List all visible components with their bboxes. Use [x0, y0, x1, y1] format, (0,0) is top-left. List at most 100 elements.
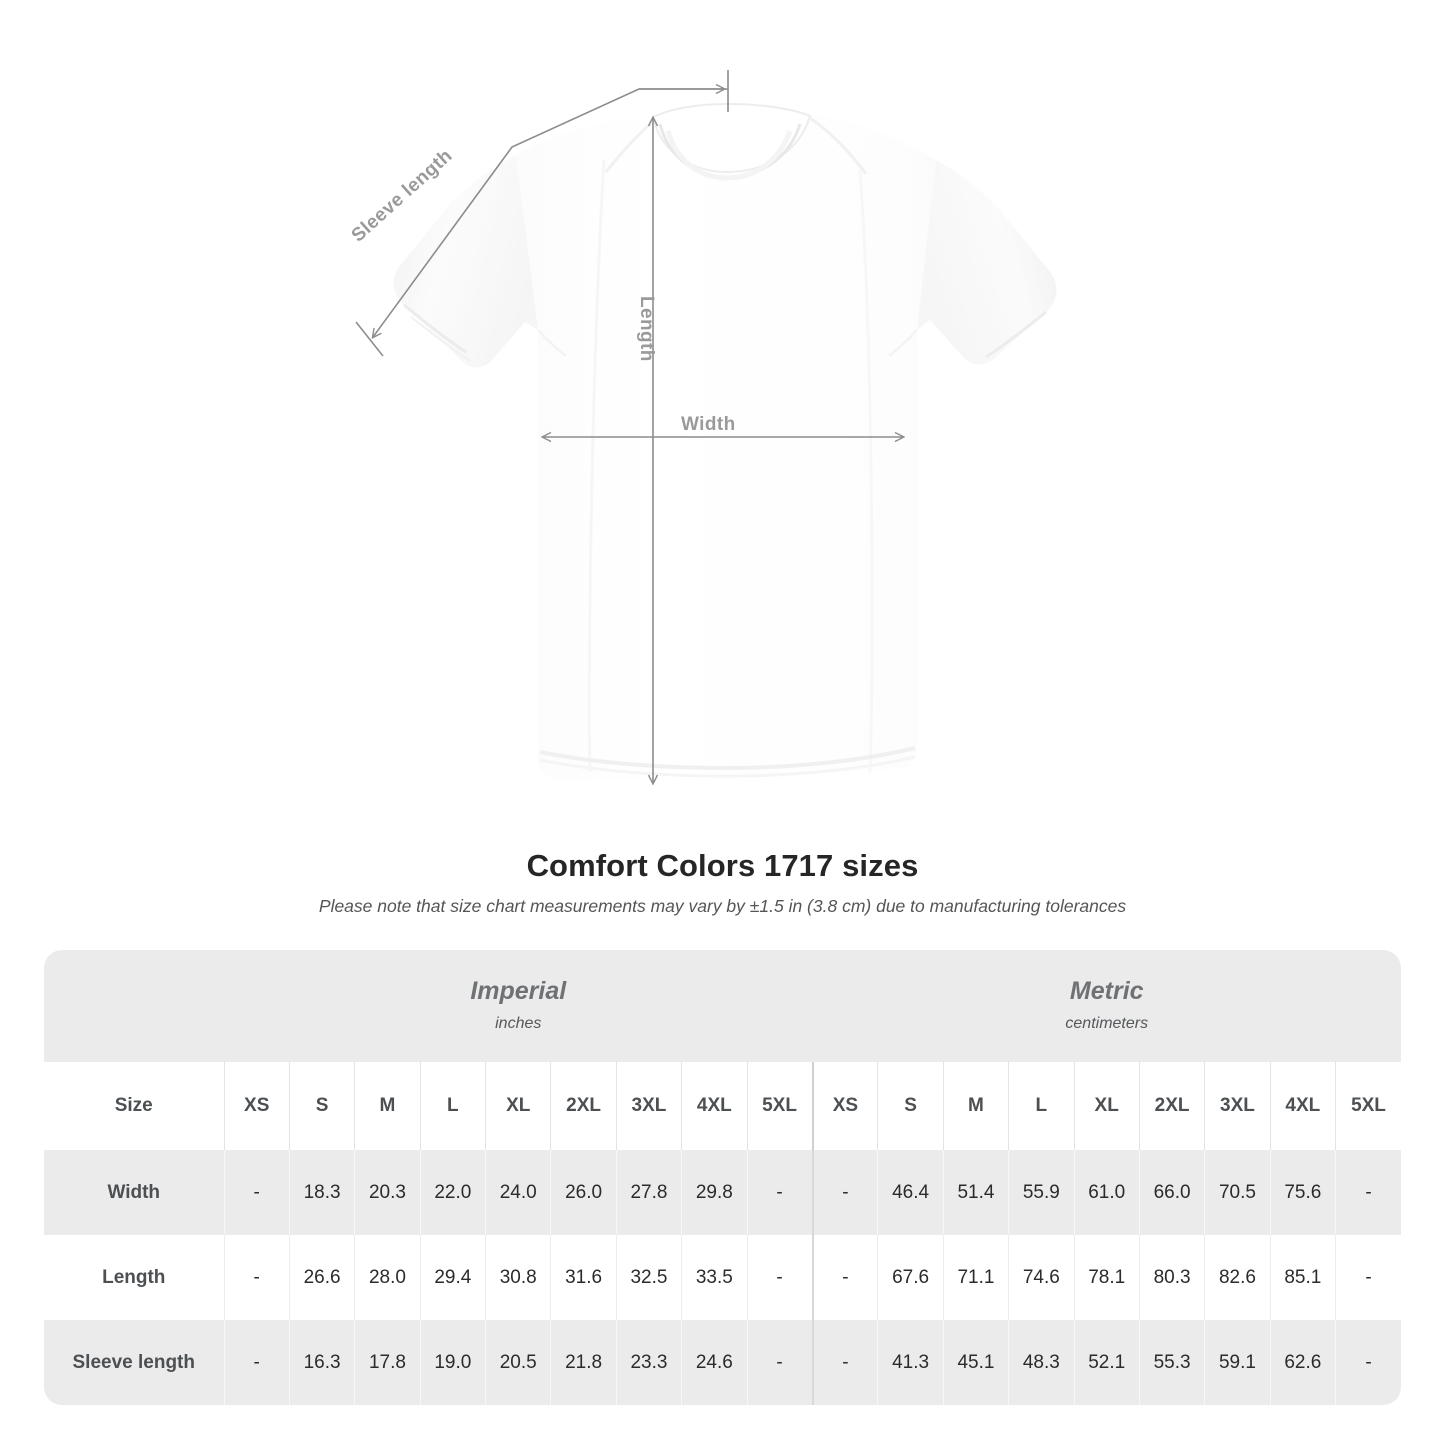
size-chart-table: Imperial inches Metric centimeters Size XS S M L…: [44, 950, 1401, 1405]
cell-imperial-5xl: -: [746, 1235, 813, 1320]
cell-metric-4xl: 85.1: [1269, 1235, 1336, 1320]
cell-imperial-3xl: 32.5: [615, 1235, 682, 1320]
cell-metric-xs: -: [811, 1235, 878, 1320]
table-row: Sleeve length -16.3 17.8 19.0 20.5 21.8 23.3 24…: [44, 1320, 1401, 1405]
size-column-header: Size: [44, 1062, 225, 1150]
unit-header-imperial: Imperial inches: [224, 950, 813, 1062]
cell-metric-xs: -: [811, 1320, 878, 1405]
cell-metric-2xl: 80.3: [1138, 1235, 1205, 1320]
unit-name: Metric: [1069, 977, 1144, 1005]
left-body-fold: [587, 159, 606, 773]
size-header-metric-3xl: 3XL: [1204, 1062, 1271, 1150]
cell-metric-m: 51.4: [942, 1150, 1009, 1235]
unit-header-metric: Metric centimeters: [812, 950, 1401, 1062]
cell-metric-3xl: 70.5: [1204, 1150, 1271, 1235]
size-header-metric-5xl: 5XL: [1335, 1062, 1401, 1150]
sleeve-length-tick-bottom: [355, 321, 384, 357]
cell-imperial-l: 22.0: [419, 1150, 486, 1235]
cell-metric-s: 41.3: [877, 1320, 944, 1405]
cell-metric-xl: 61.0: [1073, 1150, 1140, 1235]
size-header-imperial-m: M: [354, 1062, 421, 1150]
cell-metric-m: 71.1: [942, 1235, 1009, 1320]
right-sleeve-hem: [985, 310, 1047, 359]
cell-imperial-5xl: -: [746, 1150, 813, 1235]
size-header-imperial-2xl: 2XL: [550, 1062, 617, 1150]
cell-imperial-m: 20.3: [354, 1150, 421, 1235]
cell-imperial-m: 17.8: [354, 1320, 421, 1405]
cell-imperial-xl: 30.8: [485, 1235, 551, 1320]
size-header-imperial-xs: XS: [223, 1062, 290, 1150]
cell-metric-5xl: -: [1335, 1235, 1401, 1320]
collar-rib: [665, 130, 793, 181]
shirt-diagram: Sleeve length Length Width: [348, 70, 1057, 830]
tolerance-note: Please note that size chart measurements…: [318, 896, 1127, 916]
unit-banner-spacer: [44, 950, 225, 1062]
cell-imperial-3xl: 23.3: [615, 1320, 682, 1405]
cell-imperial-3xl: 27.8: [615, 1150, 682, 1235]
cell-imperial-2xl: 26.0: [550, 1150, 617, 1235]
size-chart-table-container: Imperial inches Metric centimeters Size XS S M L…: [44, 950, 1401, 1405]
cell-imperial-4xl: 24.6: [681, 1320, 748, 1405]
cell-metric-m: 45.1: [942, 1320, 1009, 1405]
size-header-imperial-5xl: 5XL: [746, 1062, 813, 1150]
shirt-body-shape: [393, 102, 1057, 781]
right-body-fold: [858, 169, 874, 773]
right-sleeve-shading: [917, 160, 1057, 365]
cell-metric-5xl: -: [1335, 1150, 1401, 1235]
cell-metric-xl: 78.1: [1073, 1235, 1140, 1320]
shirt-silhouette: [393, 105, 1057, 781]
unit-subtitle: inches: [495, 1015, 542, 1032]
table-row: Width -18.3 20.3 22.0 24.0 26.0 27.8 29.8- -46.4…: [44, 1150, 1401, 1235]
bottom-hem-line: [539, 746, 916, 770]
right-armpit-crease: [888, 329, 918, 357]
cell-metric-l: 48.3: [1008, 1320, 1074, 1405]
left-sleeve-hem-inner: [410, 316, 471, 362]
measurement-label: Length: [44, 1235, 225, 1320]
cell-imperial-5xl: -: [746, 1320, 813, 1405]
cell-imperial-xs: -: [223, 1150, 290, 1235]
size-header-imperial-s: S: [288, 1062, 355, 1150]
measurement-label: Width: [44, 1150, 225, 1235]
unit-banner-row: Imperial inches Metric centimeters: [44, 950, 1401, 1062]
size-header-metric-s: S: [877, 1062, 944, 1150]
cell-imperial-s: 18.3: [288, 1150, 355, 1235]
cell-metric-l: 55.9: [1008, 1150, 1074, 1235]
cell-imperial-l: 19.0: [419, 1320, 486, 1405]
cell-imperial-s: 16.3: [288, 1320, 355, 1405]
cell-metric-5xl: -: [1335, 1320, 1401, 1405]
cell-imperial-l: 29.4: [419, 1235, 486, 1320]
cell-imperial-s: 26.6: [288, 1235, 355, 1320]
unit-subtitle: centimeters: [1065, 1015, 1149, 1032]
size-header-metric-m: M: [942, 1062, 1009, 1150]
size-header-imperial-xl: XL: [485, 1062, 551, 1150]
left-armpit-crease: [537, 329, 567, 357]
cell-metric-2xl: 55.3: [1138, 1320, 1205, 1405]
cell-metric-2xl: 66.0: [1138, 1150, 1205, 1235]
measurement-guides: [355, 70, 903, 783]
left-sleeve-shading: [393, 155, 538, 368]
size-header-metric-2xl: 2XL: [1138, 1062, 1205, 1150]
cell-metric-s: 46.4: [877, 1150, 944, 1235]
unit-name: Imperial: [470, 977, 567, 1005]
cell-imperial-xl: 20.5: [485, 1320, 551, 1405]
cell-metric-xl: 52.1: [1073, 1320, 1140, 1405]
bottom-hem-line-inner: [539, 755, 916, 778]
cell-imperial-2xl: 21.8: [550, 1320, 617, 1405]
cell-metric-4xl: 75.6: [1269, 1150, 1336, 1235]
cell-imperial-xs: -: [223, 1235, 290, 1320]
size-header-metric-xs: XS: [811, 1062, 878, 1150]
shirt-illustration: [355, 70, 1057, 830]
measurement-label: Sleeve length: [44, 1320, 225, 1405]
size-header-metric-xl: XL: [1073, 1062, 1140, 1150]
table-row: Length -26.6 28.0 29.4 30.8 31.6 32.5 33.5- -67.…: [44, 1235, 1401, 1320]
size-header-imperial-3xl: 3XL: [615, 1062, 682, 1150]
cell-imperial-xl: 24.0: [485, 1150, 551, 1235]
left-sleeve-hem: [403, 303, 467, 354]
cell-imperial-2xl: 31.6: [550, 1235, 617, 1320]
size-header-metric-l: L: [1008, 1062, 1074, 1150]
cell-metric-3xl: 59.1: [1204, 1320, 1271, 1405]
cell-imperial-xs: -: [223, 1320, 290, 1405]
cell-imperial-m: 28.0: [354, 1235, 421, 1320]
cell-metric-l: 74.6: [1008, 1235, 1074, 1320]
size-header-row: Size XS S M L XL 2XL 3XL 4XL 5XL XS S M L XL 2XL 3XL 4XL 5…: [44, 1062, 1401, 1150]
